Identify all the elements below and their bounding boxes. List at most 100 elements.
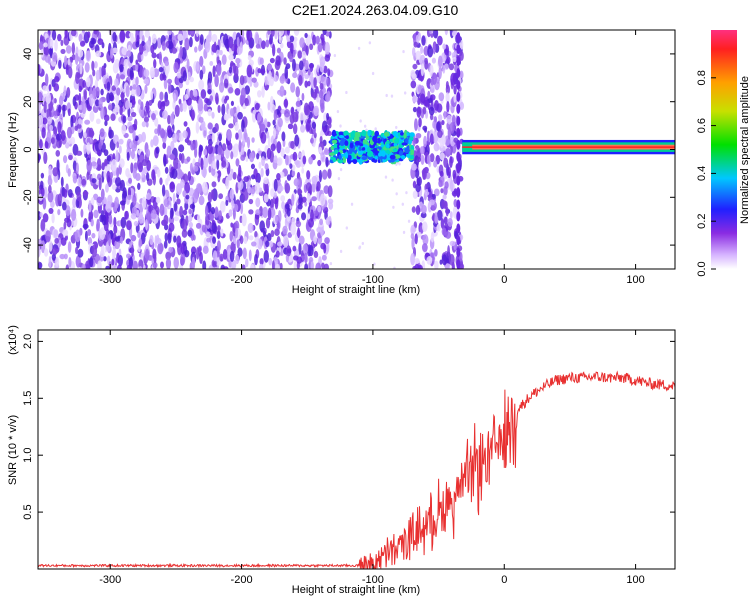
spectrogram-cell [456, 163, 461, 174]
spectrogram-cell [256, 90, 262, 98]
spectrogram-cell [452, 169, 457, 179]
spectrogram-cell [437, 55, 443, 68]
spectrogram-cell [163, 99, 170, 107]
spectrogram-cell [130, 149, 136, 160]
spectrogram-cell [395, 125, 398, 130]
spectrogram-cell [338, 154, 342, 160]
spectrogram-cell [90, 37, 95, 45]
spectrogram-cell [339, 124, 342, 128]
spectrogram-cell [206, 237, 212, 243]
spectrogram-cell [117, 264, 122, 269]
spectrogram-cell [163, 240, 168, 249]
spectrogram-cell [141, 121, 147, 128]
spectrogram-cell [185, 78, 190, 86]
spectrogram-cell [444, 63, 449, 70]
spectrogram-cell [339, 249, 343, 253]
spectrogram-cell [163, 214, 169, 226]
spectrogram-cell [319, 56, 326, 67]
spectrogram-cell [114, 196, 119, 209]
spectrogram-cell [79, 62, 83, 75]
spectrogram-cell [128, 125, 134, 134]
spectrogram-cell [67, 168, 71, 177]
spectrogram-cell [337, 159, 344, 164]
spectrogram-cell [275, 250, 280, 258]
spectrogram-cell [220, 228, 224, 237]
spectrogram-cell [324, 41, 330, 55]
spectrogram-cell [218, 133, 223, 142]
spectrogram-cell [84, 119, 91, 125]
spectrogram-cell [75, 71, 80, 85]
spectrogram-cell [218, 81, 225, 93]
spectrogram-cell [456, 259, 461, 269]
spectrogram-cell [321, 169, 328, 180]
spectrogram-cell [414, 118, 418, 132]
spectrogram-cell [40, 48, 44, 58]
spectrogram-cell [255, 43, 261, 49]
spectrogram-cell [137, 133, 143, 144]
spectrogram-cell [385, 93, 388, 98]
spectrogram-cell [132, 194, 137, 207]
spectrogram-cell [173, 61, 179, 74]
spectrogram-cell [53, 98, 57, 104]
spectrogram-cell [241, 119, 245, 133]
spectrogram-cell [440, 188, 444, 194]
spectrogram-cell [98, 177, 102, 191]
spectrogram-cell [299, 112, 305, 121]
spectrogram-cell [184, 181, 191, 194]
spectrogram-cell [445, 148, 452, 157]
spectrogram-cell [211, 259, 217, 268]
spectrogram-cell [295, 220, 302, 228]
spectrogram-cell [91, 60, 95, 72]
spectrogram-cell [261, 156, 266, 167]
spectrogram-cell [229, 250, 235, 262]
spectrogram-cell [456, 247, 461, 258]
spectrogram-cell [221, 160, 227, 168]
spectrogram-cell [64, 30, 68, 39]
spectrogram-cell [286, 174, 292, 181]
spectrogram-cell [84, 230, 88, 242]
spectrogram-cell [47, 174, 52, 181]
spectrogram-cell [38, 154, 41, 161]
spectrogram-cell [434, 215, 439, 224]
spectrogram-cell [106, 81, 111, 92]
spectrogram-cell [136, 209, 140, 218]
spectrogram-cell [148, 99, 153, 106]
spectrogram-cell [258, 161, 262, 169]
spectrogram-cell [440, 218, 445, 229]
spectrogram-cell [123, 58, 129, 68]
spectrogram-cell [198, 44, 202, 52]
spectrogram-cell [52, 167, 59, 177]
spectrogram-cell [331, 129, 337, 137]
spectrogram-cell [434, 260, 439, 269]
spectrogram-cell [327, 68, 331, 77]
spectrogram-cell [277, 185, 284, 192]
spectrogram-cell [248, 249, 252, 262]
spectrogram-cell [369, 143, 374, 149]
spectrogram-cell [168, 222, 175, 232]
spectrogram-ytick-label: 0 [22, 146, 34, 152]
spectrogram-cell [250, 163, 256, 170]
spectrogram-cell [245, 155, 249, 162]
spectrogram-cell [106, 92, 111, 104]
spectrogram-cell [414, 258, 420, 264]
spectrogram-cell [298, 60, 304, 71]
spectrogram-cell [230, 100, 235, 106]
spectrogram-ytick-label: -40 [22, 237, 34, 253]
spectrogram-cell [421, 204, 427, 214]
spectrogram-cell [430, 85, 435, 94]
spectrogram-cell [41, 127, 46, 139]
spectrogram-cell [449, 156, 453, 169]
spectrogram-cell [235, 158, 240, 167]
spectrogram-cell [230, 241, 236, 254]
spectrogram-cell [320, 224, 324, 237]
spectrogram-cell [311, 196, 317, 202]
spectrogram-cell [295, 100, 302, 107]
spectrogram-cell [187, 170, 192, 182]
spectrogram-cell [60, 237, 67, 246]
spectrogram-cell [410, 80, 417, 89]
spectrogram-cell [436, 103, 443, 113]
spectrogram-cell [244, 258, 249, 268]
spectrogram-cell [144, 84, 148, 94]
spectrogram-cell [68, 257, 72, 268]
spectrogram-cell [443, 157, 449, 168]
